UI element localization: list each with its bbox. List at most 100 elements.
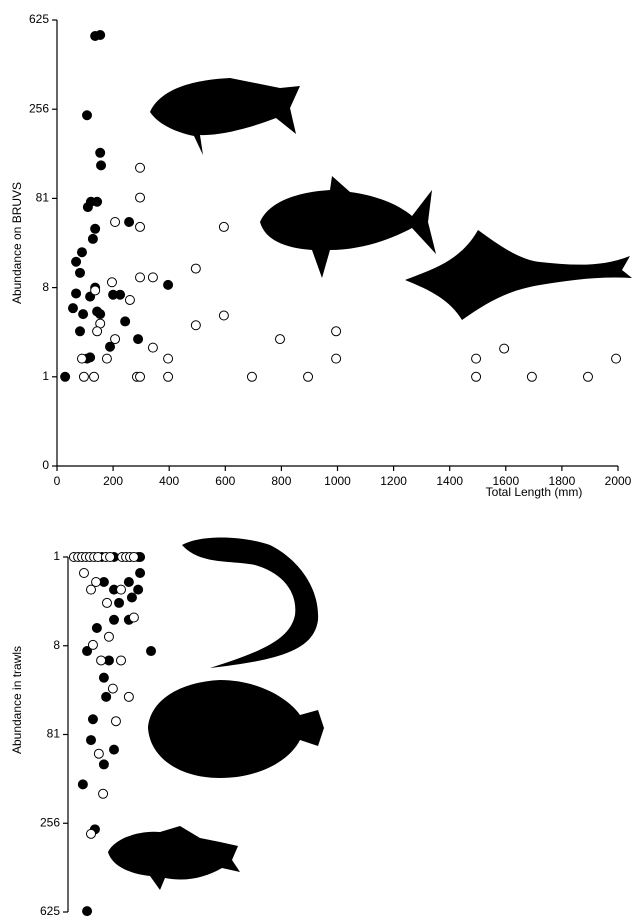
x-tick-label: 1600: [492, 474, 519, 488]
point: [135, 272, 146, 283]
point: [86, 735, 97, 746]
point: [135, 371, 146, 382]
point: [75, 267, 86, 278]
point: [218, 221, 229, 232]
point: [133, 334, 144, 345]
y-tick-label: 1: [53, 549, 60, 563]
point: [76, 247, 87, 258]
x-tick-label: 600: [215, 474, 235, 488]
flatfish-silhouette: [148, 680, 324, 778]
point: [499, 343, 510, 354]
point: [109, 614, 120, 625]
x-tick-label: 1000: [324, 474, 351, 488]
point: [123, 691, 134, 702]
point: [86, 584, 97, 595]
point: [89, 371, 100, 382]
x-tick-label: 2000: [605, 474, 632, 488]
point: [87, 639, 98, 650]
point: [77, 779, 88, 790]
point: [106, 277, 117, 288]
y-tick-label: 256: [40, 815, 60, 829]
x-tick-label: 200: [103, 474, 123, 488]
point: [135, 567, 146, 578]
point: [87, 714, 98, 725]
point: [71, 256, 82, 267]
point: [95, 147, 106, 158]
x-tick-label: 400: [159, 474, 179, 488]
point: [67, 303, 78, 314]
point: [135, 221, 146, 232]
point: [116, 655, 127, 666]
point: [218, 310, 229, 321]
point: [147, 342, 158, 353]
point: [87, 233, 98, 244]
point: [611, 353, 622, 364]
point: [331, 326, 342, 337]
point: [146, 646, 157, 657]
point: [116, 584, 127, 595]
eel-silhouette: [182, 537, 319, 668]
point: [110, 216, 121, 227]
y-tick-label: 625: [40, 904, 60, 918]
point: [471, 353, 482, 364]
point: [126, 592, 137, 603]
point: [95, 309, 106, 320]
point: [163, 371, 174, 382]
point: [82, 906, 93, 917]
y-tick-label: 256: [29, 101, 49, 115]
point: [110, 716, 121, 727]
point: [471, 371, 482, 382]
x-tick-label: 1400: [436, 474, 463, 488]
scorpionfish-silhouette: [108, 826, 240, 890]
x-axis-title: Total Length (mm): [486, 485, 583, 499]
point: [105, 341, 116, 352]
point: [60, 371, 71, 382]
y-tick-label: 8: [42, 280, 49, 294]
point: [91, 623, 102, 634]
point: [101, 353, 112, 364]
point: [90, 223, 101, 234]
point: [128, 612, 139, 623]
point: [147, 272, 158, 283]
point: [101, 691, 112, 702]
point: [96, 160, 107, 171]
point: [135, 162, 146, 173]
point: [120, 316, 131, 327]
point: [135, 192, 146, 203]
point: [95, 30, 106, 41]
point: [190, 320, 201, 331]
snapper-silhouette: [150, 78, 300, 155]
point: [101, 597, 112, 608]
point: [110, 334, 121, 345]
trevally-silhouette: [260, 176, 436, 278]
fish-silhouettes: [108, 78, 632, 890]
point: [71, 288, 82, 299]
x-tick-label: 1800: [549, 474, 576, 488]
point: [190, 263, 201, 274]
point: [96, 655, 107, 666]
point: [105, 552, 116, 562]
point: [163, 353, 174, 364]
point: [128, 552, 139, 562]
y-axis-title: Abundance in trawls: [10, 646, 24, 754]
point: [582, 371, 593, 382]
y-tick-label: 8: [53, 638, 60, 652]
point: [331, 353, 342, 364]
point: [90, 285, 101, 296]
point: [274, 334, 285, 345]
x-tick-label: 1200: [380, 474, 407, 488]
point: [78, 309, 89, 320]
y-axis-title: Abundance on BRUVS: [10, 182, 24, 304]
point: [123, 577, 134, 588]
y-tick-label: 0: [42, 458, 49, 472]
point: [124, 294, 135, 305]
point: [92, 196, 103, 207]
x-tick-label: 0: [54, 474, 61, 488]
point: [107, 683, 118, 694]
point: [76, 353, 87, 364]
ray-silhouette: [405, 230, 632, 320]
point: [133, 584, 144, 595]
point: [98, 672, 109, 683]
y-tick-label: 625: [29, 12, 49, 26]
